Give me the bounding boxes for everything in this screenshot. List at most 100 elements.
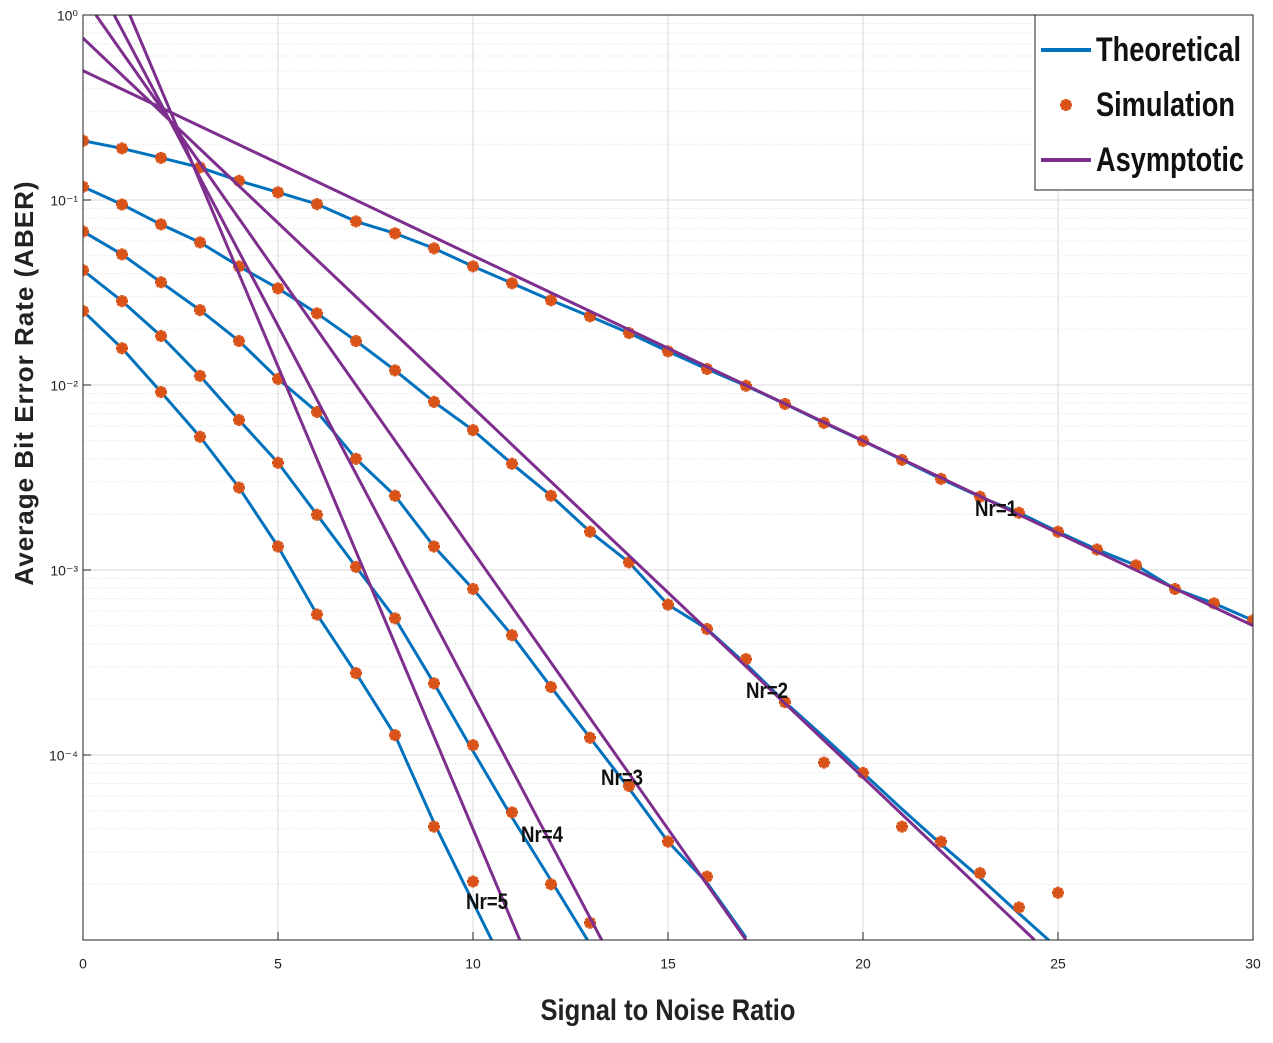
legend-label: Asymptotic xyxy=(1096,140,1244,179)
data-point xyxy=(428,677,440,690)
curve-label: Nr=2 xyxy=(746,679,788,703)
x-tick-label: 30 xyxy=(1245,956,1261,972)
data-point xyxy=(233,260,245,273)
x-tick-label: 0 xyxy=(79,956,87,972)
data-point xyxy=(155,218,167,231)
data-point xyxy=(1208,597,1220,610)
data-point xyxy=(584,525,596,538)
data-point xyxy=(311,198,323,211)
data-point xyxy=(233,413,245,426)
data-point xyxy=(740,653,752,666)
data-point xyxy=(155,385,167,398)
data-point xyxy=(1013,901,1025,914)
data-point xyxy=(350,334,362,347)
data-point xyxy=(194,236,206,249)
data-point xyxy=(467,739,479,752)
x-tick-label: 5 xyxy=(274,956,282,972)
data-point xyxy=(272,456,284,469)
legend-marker xyxy=(1060,99,1072,111)
curve-label: Nr=3 xyxy=(601,766,643,790)
legend-label: Simulation xyxy=(1096,85,1235,124)
data-point xyxy=(623,779,635,792)
data-point xyxy=(1130,559,1142,572)
data-point xyxy=(428,820,440,833)
data-point xyxy=(701,363,713,376)
y-tick-label: 10⁻⁴ xyxy=(49,748,78,764)
data-point xyxy=(194,304,206,317)
data-point xyxy=(428,540,440,553)
data-point xyxy=(272,372,284,385)
series-line xyxy=(83,309,494,940)
x-tick-label: 15 xyxy=(660,956,676,972)
curve-label: Nr=5 xyxy=(466,890,508,914)
data-point xyxy=(1052,886,1064,899)
data-point xyxy=(389,489,401,502)
data-point xyxy=(467,875,479,888)
data-point xyxy=(623,327,635,340)
data-point xyxy=(389,612,401,625)
data-point xyxy=(506,277,518,290)
y-axis-label: Average Bit Error Rate (ABER) xyxy=(9,180,39,585)
data-point xyxy=(350,560,362,573)
data-point xyxy=(584,731,596,744)
data-point xyxy=(233,334,245,347)
data-point xyxy=(116,142,128,155)
data-point xyxy=(311,608,323,621)
data-point xyxy=(116,342,128,355)
data-point xyxy=(350,667,362,680)
series-line xyxy=(83,230,748,939)
x-tick-label: 20 xyxy=(855,956,871,972)
data-point xyxy=(506,457,518,470)
data-point xyxy=(935,835,947,848)
series-line xyxy=(83,185,1051,940)
data-point xyxy=(272,540,284,553)
data-point xyxy=(116,198,128,211)
data-point xyxy=(545,681,557,694)
x-axis-label: Signal to Noise Ratio xyxy=(541,993,796,1026)
data-point xyxy=(1013,506,1025,519)
data-point xyxy=(389,364,401,377)
data-point xyxy=(233,174,245,187)
data-point xyxy=(116,248,128,261)
data-point xyxy=(467,582,479,595)
data-point xyxy=(857,766,869,779)
data-point xyxy=(389,227,401,240)
data-point xyxy=(545,294,557,307)
data-point xyxy=(584,310,596,323)
data-point xyxy=(311,508,323,521)
y-tick-label: 10⁻³ xyxy=(50,563,78,579)
data-point xyxy=(701,870,713,883)
data-point xyxy=(350,452,362,465)
data-point xyxy=(116,295,128,308)
data-point xyxy=(467,424,479,437)
series-line xyxy=(83,69,1253,628)
data-point xyxy=(896,820,908,833)
data-point xyxy=(662,835,674,848)
data-point xyxy=(350,215,362,228)
data-point xyxy=(545,878,557,891)
data-point xyxy=(428,242,440,255)
data-point xyxy=(272,282,284,295)
curve-label: Nr=4 xyxy=(521,823,564,847)
data-point xyxy=(155,276,167,289)
series-line xyxy=(83,37,1036,940)
data-point xyxy=(428,395,440,408)
curve-label: Nr=1 xyxy=(975,497,1017,521)
data-point xyxy=(272,186,284,199)
data-point xyxy=(194,369,206,382)
x-tick-label: 10 xyxy=(465,956,481,972)
data-point xyxy=(1091,543,1103,556)
data-point xyxy=(155,151,167,164)
data-point xyxy=(974,867,986,880)
data-point xyxy=(506,629,518,642)
data-point xyxy=(194,161,206,174)
data-point xyxy=(545,489,557,502)
x-tick-label: 25 xyxy=(1050,956,1066,972)
y-tick-label: 10⁻² xyxy=(50,378,78,394)
series-line xyxy=(94,15,748,940)
data-point xyxy=(623,556,635,569)
y-tick-label: 10⁰ xyxy=(57,8,79,24)
data-point xyxy=(818,756,830,769)
data-point xyxy=(662,345,674,358)
